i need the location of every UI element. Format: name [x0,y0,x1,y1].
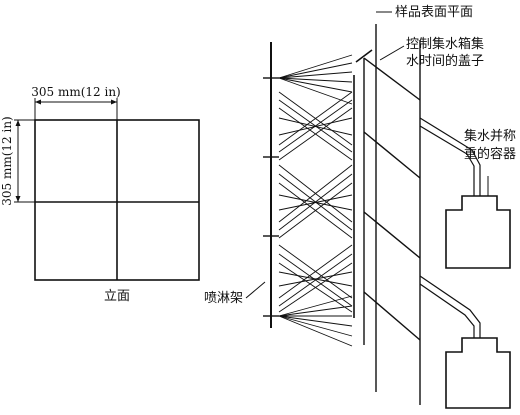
drain-tubes [419,117,481,338]
container-upper [445,195,511,269]
elevation-label: 立面 [104,289,130,304]
container-label-line1: 集水并称 [464,128,516,144]
collection-troughs [363,40,421,405]
height-dimension: 305 mm(12 in) [0,116,35,206]
spray-rack-label: 喷淋架 [204,291,243,306]
container-label-line2: 重的容器 [464,146,516,162]
spray-rack [263,42,279,328]
sample-plane-label: 样品表面平面 [395,5,473,20]
spray-rack-leader [245,281,266,299]
elevation-grid [34,119,200,281]
container-lower [445,337,511,409]
width-dimension-label: 305 mm(12 in) [31,85,121,99]
spray-pattern [278,54,353,347]
cover-label-line2: 水时间的盖子 [406,53,484,69]
cover-label-line1: 控制集水箱集 [406,36,484,52]
cover-top [355,49,373,63]
cover-leader [379,45,405,61]
height-dimension-label: 305 mm(12 in) [0,116,14,206]
width-dimension: 305 mm(12 in) [31,85,121,120]
